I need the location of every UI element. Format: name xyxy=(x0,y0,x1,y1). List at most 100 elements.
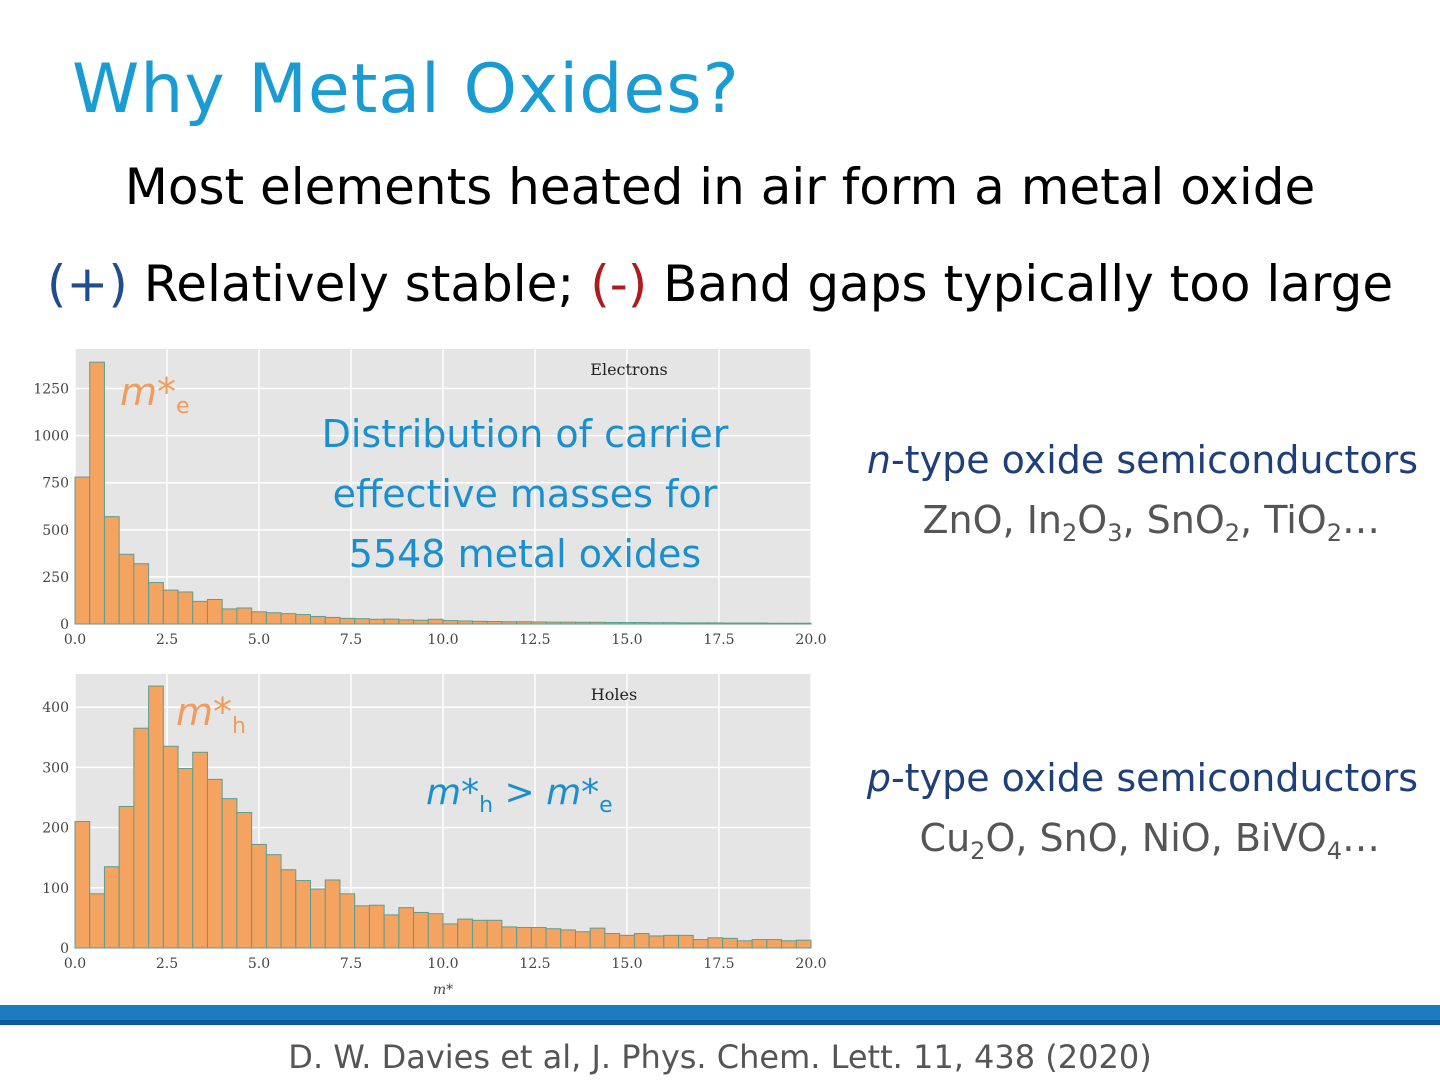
ntype-example-part-1: 2 xyxy=(1062,519,1078,547)
electrons-bar-7 xyxy=(177,591,194,625)
holes-bar-41 xyxy=(678,934,694,949)
ntype-example-part-8: … xyxy=(1342,498,1380,542)
electrons-bar-37 xyxy=(619,621,635,625)
electrons-bar-22 xyxy=(398,619,415,625)
holes-bar-10 xyxy=(221,798,238,949)
electrons-bar-6 xyxy=(162,589,179,625)
electrons-bar-21 xyxy=(383,618,400,625)
distribution-annotation: Distribution of carrier effective masses… xyxy=(321,412,729,576)
electrons-bar-2 xyxy=(103,516,120,625)
electrons-histogram: 0.0 2.5 5.0 7.5 10.0 12.5 15.0 17.5 20.0 0 250 500 7… xyxy=(33,349,827,648)
holes-bar-43 xyxy=(707,937,724,949)
electrons-bar-48 xyxy=(781,622,797,625)
ptype-example-part-4: … xyxy=(1342,816,1380,860)
holes-ytick-4: 400 xyxy=(42,700,69,716)
ntype-examples: ZnO, In2O3, SnO2, TiO2… xyxy=(923,498,1380,547)
holes-bar-22 xyxy=(398,907,415,949)
ptype-heading: p-type oxide semiconductors xyxy=(866,756,1418,800)
ptype-examples: Cu2O, SnO, NiO, BiVO4… xyxy=(920,816,1380,865)
bandgap-text: Band gaps typically too large xyxy=(647,255,1394,313)
holes-xtick-2: 5.0 xyxy=(248,956,270,972)
holes-bar-11 xyxy=(236,812,253,949)
holes-bar-45 xyxy=(736,940,753,949)
holes-ytick-2: 200 xyxy=(42,821,69,837)
electrons-ytick-4: 1000 xyxy=(33,429,69,445)
holes-xtick-0: 0.0 xyxy=(64,956,86,972)
ntype-example-part-7: 2 xyxy=(1326,519,1342,547)
holes-bar-12 xyxy=(251,843,267,949)
holes-bar-6 xyxy=(162,745,179,949)
ptype-example-part-2: O, SnO, NiO, BiVO xyxy=(985,816,1327,860)
electrons-xtick-6: 15.0 xyxy=(611,632,642,648)
holes-bar-33 xyxy=(560,929,576,949)
electrons-bar-1 xyxy=(89,361,105,625)
electron-mass-label: m*e xyxy=(120,370,190,419)
holes-bar-32 xyxy=(545,928,562,949)
holes-xtick-1: 2.5 xyxy=(156,956,178,972)
electrons-xtick-2: 5.0 xyxy=(248,632,270,648)
electrons-xtick-1: 2.5 xyxy=(156,632,178,648)
holes-xlabel: m* xyxy=(433,982,453,998)
holes-bar-18 xyxy=(339,893,356,949)
holes-bar-31 xyxy=(530,927,547,949)
electrons-bar-14 xyxy=(280,613,297,625)
electrons-bar-35 xyxy=(589,621,606,625)
electrons-bar-11 xyxy=(236,607,253,625)
subtitle-line-2: (+) Relatively stable; (-) Band gaps typ… xyxy=(0,255,1440,313)
holes-histogram: 0.0 2.5 5.0 7.5 10.0 12.5 15.0 17.5 20.0 0 100 200 3… xyxy=(42,674,827,998)
holes-bar-27 xyxy=(471,919,488,949)
electrons-bar-38 xyxy=(633,621,650,625)
stable-text: Relatively stable; xyxy=(127,255,591,313)
electrons-bar-43 xyxy=(707,622,724,625)
holes-bar-17 xyxy=(324,879,341,949)
electrons-ytick-5: 1250 xyxy=(33,382,69,398)
electrons-bar-45 xyxy=(736,622,753,625)
ptype-example-part-1: 2 xyxy=(970,837,986,865)
electrons-bar-24 xyxy=(427,618,444,625)
electrons-bar-9 xyxy=(206,599,223,625)
holes-bar-25 xyxy=(442,923,459,949)
holes-bar-19 xyxy=(354,905,370,949)
holes-ytick-3: 300 xyxy=(42,760,69,776)
holes-bar-7 xyxy=(177,768,194,949)
holes-bar-20 xyxy=(368,904,385,949)
holes-bar-48 xyxy=(781,940,797,949)
slide-title: Why Metal Oxides? xyxy=(72,50,740,129)
holes-bar-38 xyxy=(633,933,650,949)
electrons-xtick-0: 0.0 xyxy=(64,632,86,648)
electrons-bar-20 xyxy=(368,618,385,625)
holes-bar-42 xyxy=(692,939,709,949)
ntype-example-part-3: 3 xyxy=(1107,519,1123,547)
electrons-bar-17 xyxy=(324,616,341,625)
holes-bar-46 xyxy=(751,939,768,949)
holes-xtick-3: 7.5 xyxy=(340,956,362,972)
electrons-bar-0 xyxy=(74,476,91,625)
holes-bar-16 xyxy=(310,888,326,949)
electrons-panel-title: Electrons xyxy=(590,360,667,379)
electrons-bar-49 xyxy=(795,622,812,625)
holes-bar-23 xyxy=(413,911,429,949)
electrons-bar-46 xyxy=(751,622,768,625)
holes-bar-3 xyxy=(118,805,135,949)
electrons-bar-39 xyxy=(648,622,665,625)
electrons-ytick-1: 250 xyxy=(42,570,69,586)
holes-bar-49 xyxy=(795,939,812,949)
holes-bar-37 xyxy=(619,934,635,949)
holes-xtick-8: 20.0 xyxy=(795,956,826,972)
holes-bar-4 xyxy=(133,727,150,949)
holes-xtick-6: 15.0 xyxy=(611,956,642,972)
holes-bar-2 xyxy=(103,866,120,949)
holes-bar-8 xyxy=(192,751,208,949)
holes-bar-13 xyxy=(265,854,282,949)
ptype-example-part-0: Cu xyxy=(919,816,971,860)
electrons-bar-33 xyxy=(560,621,576,625)
electrons-ytick-2: 500 xyxy=(42,523,69,539)
electrons-bar-12 xyxy=(251,611,267,625)
electrons-bar-26 xyxy=(457,620,473,625)
electrons-bar-16 xyxy=(310,615,326,625)
electrons-bar-44 xyxy=(722,622,738,625)
holes-bar-9 xyxy=(206,778,223,949)
holes-bar-5 xyxy=(148,685,164,949)
holes-bar-0 xyxy=(74,821,91,949)
ntype-example-part-2: O xyxy=(1077,498,1108,542)
